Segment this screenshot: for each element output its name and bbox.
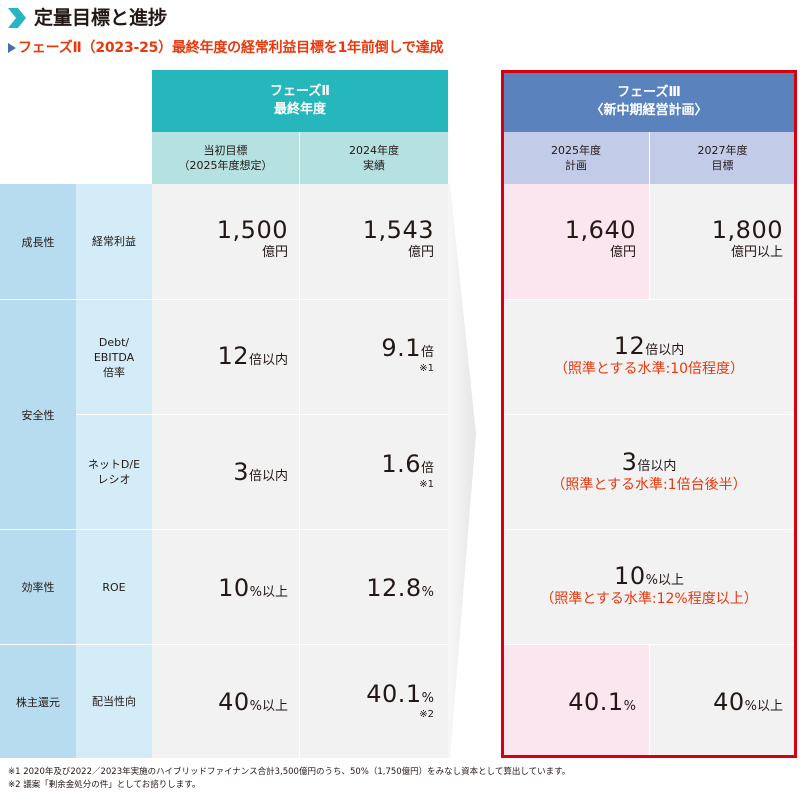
column-divider xyxy=(299,184,300,758)
item-net-de-ratio: ネットD/E レシオ xyxy=(76,415,152,529)
row-divider xyxy=(152,529,448,530)
payout-initial-target: 40%以上 xyxy=(160,688,288,716)
row-divider xyxy=(152,299,448,300)
title-arrow-icon xyxy=(8,8,26,28)
phase3-highlight-frame xyxy=(501,70,797,758)
phase2-col-initial-target-header: 当初目標 （2025年度想定） xyxy=(152,132,299,184)
category-safety: 安全性 xyxy=(0,300,76,529)
item-debt-ebitda: Debt/ EBITDA 倍率 xyxy=(76,300,152,414)
category-efficiency: 効率性 xyxy=(0,530,76,644)
debt-ebitda-actual-2024: 9.1倍 ※1 xyxy=(306,334,434,375)
debt-ebitda-initial-target: 12倍以内 xyxy=(160,342,288,370)
note-marker-1: ※1 xyxy=(306,362,434,375)
growth-actual-2024: 1,543 億円 xyxy=(306,216,434,261)
growth-initial-target: 1,500 億円 xyxy=(160,216,288,261)
phase2-subtitle: 最終年度 xyxy=(274,101,326,119)
category-shareholder-returns: 株主還元 xyxy=(0,645,76,758)
payout-actual-2024: 40.1% ※2 xyxy=(306,680,434,721)
page-title: 定量目標と進捗 xyxy=(34,6,167,30)
net-de-actual-2024: 1.6倍 ※1 xyxy=(306,450,434,491)
note-marker-2: ※2 xyxy=(306,708,434,721)
row-divider xyxy=(152,644,448,645)
subtitle-bullet-icon xyxy=(8,43,16,53)
footnote-2: ※2 議案「剰余金処分の件」としてお諮りします。 xyxy=(8,779,200,791)
item-payout-ratio: 配当性向 xyxy=(76,645,152,758)
roe-actual-2024: 12.8% xyxy=(306,574,434,602)
note-marker-1: ※1 xyxy=(306,478,434,491)
item-ordinary-profit: 経常利益 xyxy=(76,184,152,299)
net-de-initial-target: 3倍以内 xyxy=(160,458,288,486)
phase2-title: フェーズⅡ xyxy=(270,83,330,101)
phase2-col-2024-actual-header: 2024年度 実績 xyxy=(300,132,448,184)
category-growth: 成長性 xyxy=(0,184,76,299)
roe-initial-target: 10%以上 xyxy=(160,574,288,602)
row-divider xyxy=(152,414,448,415)
phase2-header: フェーズⅡ 最終年度 xyxy=(152,70,448,132)
transition-arrow-icon xyxy=(448,184,503,758)
page-subtitle: フェーズⅡ（2023-25）最終年度の経常利益目標を1年前倒しで達成 xyxy=(18,38,443,58)
footnote-1: ※1 2020年及び2022／2023年実施のハイブリッドファイナンス合計3,5… xyxy=(8,766,570,778)
item-roe: ROE xyxy=(76,530,152,644)
